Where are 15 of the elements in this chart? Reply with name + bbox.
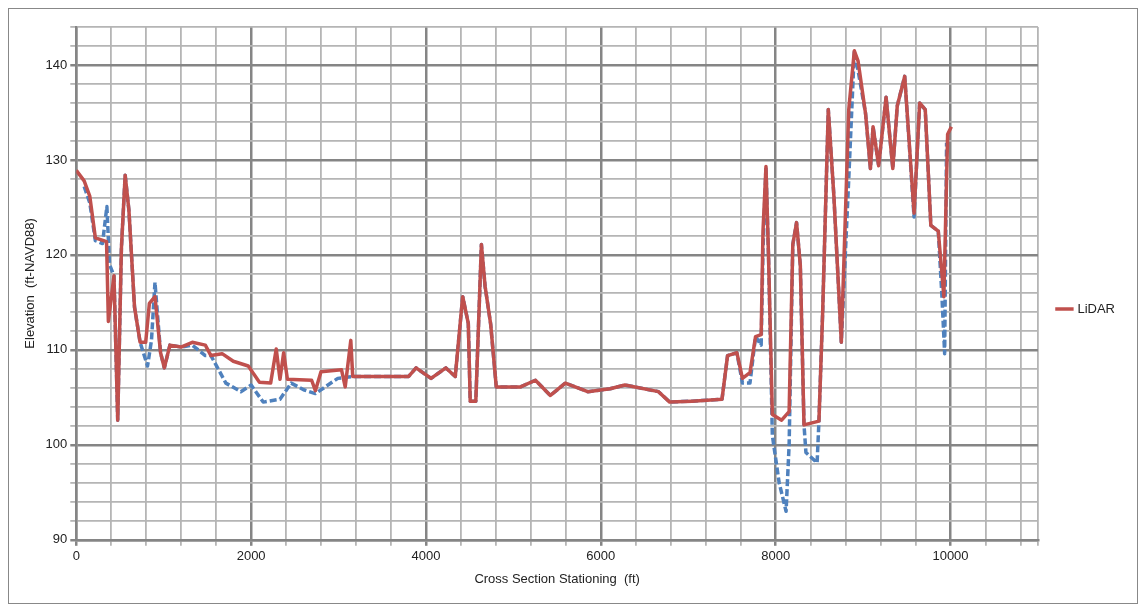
x-tick-label: 6000 (586, 548, 616, 564)
y-tick-label: 130 (45, 151, 68, 167)
y-tick-label: 100 (45, 436, 68, 452)
legend-label: LiDAR (1077, 300, 1116, 316)
y-tick-label: 90 (52, 531, 68, 547)
x-tick-label: 10000 (932, 548, 969, 564)
x-tick-label: 8000 (761, 548, 791, 564)
y-tick-label: 120 (45, 246, 68, 262)
x-axis-title: Cross Section Stationing (ft) (474, 570, 640, 586)
y-tick-label: 110 (46, 341, 68, 357)
x-tick-label: 2000 (236, 548, 266, 564)
y-tick-label: 140 (45, 56, 68, 72)
y-axis-title: Elevation (ft-NAVD88) (22, 218, 38, 349)
x-tick-label: 4000 (411, 548, 441, 564)
x-tick-label: 0 (72, 548, 80, 564)
